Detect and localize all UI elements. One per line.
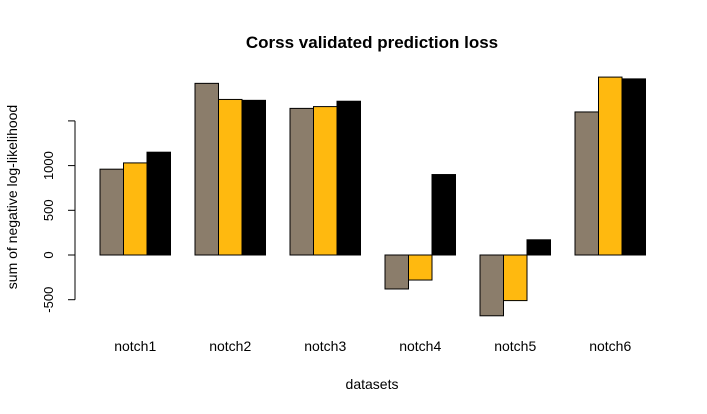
bar-notch6-series-2: [598, 76, 623, 256]
bar-notch6-series-1: [574, 111, 599, 256]
y-tick-label: -500: [41, 287, 56, 313]
x-tick-label-notch2: notch2: [209, 338, 251, 354]
bar-notch2-series-2: [218, 98, 243, 256]
bar-notch2-series-1: [194, 82, 219, 256]
bar-notch1-series-2: [123, 162, 148, 256]
bar-notch4-series-3: [431, 174, 456, 256]
bar-notch4-series-1: [384, 254, 409, 290]
bar-notch3-series-3: [336, 100, 361, 256]
bar-notch1-series-1: [99, 168, 124, 256]
x-tick-label-notch1: notch1: [114, 338, 156, 354]
x-tick-label-notch5: notch5: [494, 338, 536, 354]
bar-notch5-series-3: [526, 239, 551, 256]
x-tick-label-notch6: notch6: [589, 338, 631, 354]
y-tick-label: 1000: [41, 151, 56, 180]
chart-title: Corss validated prediction loss: [246, 33, 498, 52]
y-axis-label: sum of negative log-likelihood: [4, 105, 20, 289]
bars-group: [99, 76, 646, 317]
bar-notch1-series-3: [146, 151, 171, 256]
bar-notch5-series-1: [479, 254, 504, 317]
bar-notch4-series-2: [408, 254, 433, 281]
y-tick-label: 0: [41, 251, 56, 258]
x-axis-label: datasets: [346, 376, 399, 392]
y-axis: -500 0 500 1000: [41, 120, 76, 313]
bar-notch5-series-2: [503, 254, 528, 302]
x-tick-label-notch3: notch3: [304, 338, 346, 354]
x-category-labels: notch1 notch2 notch3 notch4 notch5 notch6: [114, 338, 631, 354]
y-tick-label: 500: [41, 199, 56, 221]
bar-notch2-series-3: [241, 99, 266, 256]
bar-notch6-series-3: [621, 78, 646, 256]
bar-notch3-series-2: [313, 106, 338, 256]
x-tick-label-notch4: notch4: [399, 338, 441, 354]
bar-notch3-series-1: [289, 107, 314, 256]
